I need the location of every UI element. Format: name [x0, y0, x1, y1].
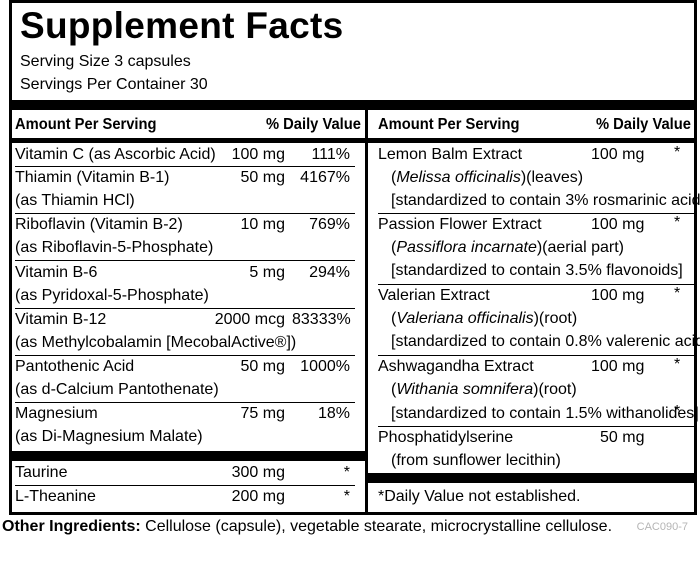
- nutrient-daily-value: 111%: [311, 146, 350, 163]
- left-header-daily-value: % Daily Value: [266, 116, 361, 133]
- ingredient-amount: 100 mg: [591, 146, 645, 163]
- right-header-amount: Amount Per Serving: [378, 116, 520, 133]
- ingredient-name: L-Theanine: [15, 488, 96, 505]
- row-divider: [378, 284, 694, 285]
- latin-name: Valeriana officinalis: [396, 310, 534, 327]
- other-ingredients-label: Other Ingredients:: [2, 518, 141, 535]
- latin-name: Passiflora incarnate: [396, 239, 537, 256]
- ingredient-name: Phosphatidylserine: [378, 429, 514, 446]
- row-divider: [15, 485, 355, 486]
- ingredient-daily-value: *: [674, 144, 681, 161]
- nutrient-name: Thiamin (Vitamin B-1): [15, 169, 170, 186]
- ingredient-daily-value: *: [674, 214, 681, 231]
- ingredient-name: Lemon Balm Extract: [378, 146, 523, 163]
- latin-name: Melissa officinalis: [396, 169, 521, 186]
- nutrient-daily-value: 1000%: [300, 358, 350, 375]
- nutrient-name: Vitamin C (as Ascorbic Acid): [15, 146, 216, 163]
- other-ingredients: Other Ingredients: Cellulose (capsule), …: [2, 518, 612, 536]
- left-header-amount: Amount Per Serving: [15, 116, 157, 133]
- nutrient-name: Vitamin B-12: [15, 311, 107, 328]
- row-divider: [15, 166, 355, 167]
- supplement-facts-panel: Supplement Facts Serving Size 3 capsules…: [9, 0, 700, 515]
- nutrient-daily-value: 4167%: [300, 169, 350, 186]
- row-divider: [15, 355, 355, 356]
- ingredient-amount: 300 mg: [231, 464, 285, 481]
- ingredient-source: (Valeriana officinalis)(root): [391, 310, 578, 327]
- right-header-daily-value: % Daily Value: [596, 116, 691, 133]
- standardization-daily-value: *: [674, 403, 681, 420]
- latin-name: Withania somnifera: [396, 381, 534, 398]
- standardization: [standardized to contain 0.8% valerenic …: [391, 333, 700, 350]
- row-divider: [15, 402, 355, 403]
- ingredient-source: (Withania somnifera)(root): [391, 381, 577, 398]
- nutrient-source: (as Thiamin HCl): [15, 192, 135, 209]
- ingredient-name: Passion Flower Extract: [378, 216, 542, 233]
- row-divider: [15, 260, 355, 261]
- row-divider: [378, 426, 694, 427]
- nutrient-source: (as d-Calcium Pantothenate): [15, 381, 219, 398]
- nutrient-name: Magnesium: [15, 405, 98, 422]
- right-header-divider: [368, 138, 694, 143]
- ingredient-amount: 100 mg: [591, 358, 645, 375]
- nutrient-amount: 2000 mcg: [214, 311, 285, 328]
- ingredient-amount: 100 mg: [591, 287, 645, 304]
- ingredient-daily-value: *: [674, 285, 681, 302]
- plant-part: )(root): [533, 310, 578, 327]
- ingredient-source: (Passiflora incarnate)(aerial part): [391, 239, 624, 256]
- panel-title: Supplement Facts: [20, 5, 344, 46]
- nutrient-amount: 50 mg: [240, 169, 285, 186]
- nutrient-source: (as Riboflavin-5-Phosphate): [15, 239, 214, 256]
- nutrient-daily-value: 83333%: [292, 311, 351, 328]
- servings-per-container: Servings Per Container 30: [20, 76, 208, 93]
- nutrient-name: Riboflavin (Vitamin B-2): [15, 216, 183, 233]
- nutrient-source: (as Pyridoxal-5-Phosphate): [15, 287, 209, 304]
- ingredient-source: (Melissa officinalis)(leaves): [391, 169, 584, 186]
- right-thick-divider: [368, 473, 694, 483]
- standardization: [standardized to contain 3.5% flavonoids…: [391, 262, 683, 279]
- standardization: [standardized to contain 1.5% withanolid…: [391, 405, 699, 422]
- ingredient-daily-value: *: [674, 356, 681, 373]
- nutrient-amount: 5 mg: [249, 264, 285, 281]
- ingredient-amount: 50 mg: [600, 429, 645, 446]
- nutrient-name: Pantothenic Acid: [15, 358, 135, 375]
- nutrient-daily-value: 294%: [309, 264, 350, 281]
- nutrient-name: Vitamin B-6: [15, 264, 98, 281]
- left-header-divider: [12, 138, 365, 143]
- nutrient-source: (as Methylcobalamin [MecobalActive®]): [15, 334, 297, 351]
- other-ingredients-text: Cellulose (capsule), vegetable stearate,…: [140, 518, 613, 535]
- nutrient-daily-value: 769%: [309, 216, 350, 233]
- footnote: *Daily Value not established.: [378, 488, 581, 505]
- row-divider: [15, 213, 355, 214]
- product-code: CAC090-7: [636, 521, 688, 533]
- plant-part: )(root): [533, 381, 577, 398]
- nutrient-source: (as Di-Magnesium Malate): [15, 428, 203, 445]
- ingredient-amount: 200 mg: [231, 488, 285, 505]
- serving-size: Serving Size 3 capsules: [20, 53, 191, 70]
- left-thick-divider: [12, 451, 365, 461]
- row-divider: [378, 355, 694, 356]
- plant-part: )(aerial part): [536, 239, 624, 256]
- ingredient-daily-value: *: [343, 464, 350, 481]
- nutrient-amount: 10 mg: [240, 216, 285, 233]
- top-thick-divider: [12, 100, 694, 110]
- ingredient-name: Taurine: [15, 464, 68, 481]
- column-separator: [365, 109, 368, 515]
- standardization: [standardized to contain 3% rosmarinic a…: [391, 192, 700, 209]
- ingredient-name: Ashwagandha Extract: [378, 358, 534, 375]
- row-divider: [378, 213, 694, 214]
- nutrient-amount: 75 mg: [240, 405, 285, 422]
- ingredient-source: (from sunflower lecithin): [391, 452, 561, 469]
- row-divider: [15, 308, 355, 309]
- plant-part: )(leaves): [520, 169, 584, 186]
- nutrient-daily-value: 18%: [317, 405, 350, 422]
- ingredient-amount: 100 mg: [591, 216, 645, 233]
- nutrient-amount: 50 mg: [240, 358, 285, 375]
- nutrient-amount: 100 mg: [231, 146, 285, 163]
- ingredient-name: Valerian Extract: [378, 287, 490, 304]
- ingredient-daily-value: *: [343, 488, 350, 505]
